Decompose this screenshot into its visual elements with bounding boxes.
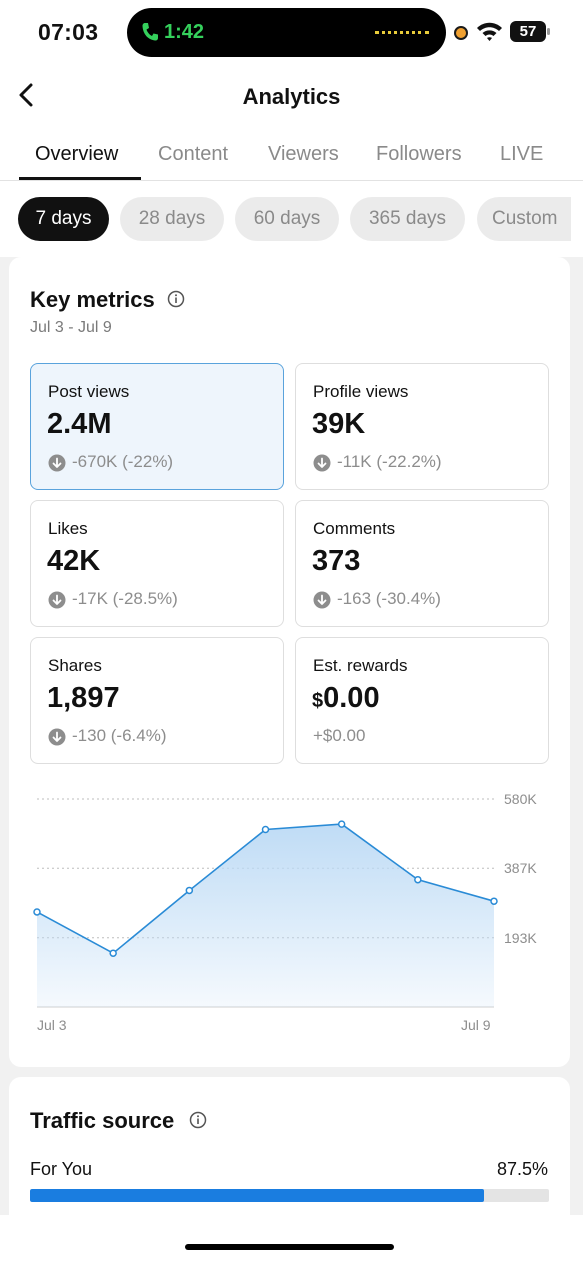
metric-label: Shares xyxy=(48,656,102,675)
post-views-chart[interactable]: 580K 387K 193K Jul 3 Jul 9 xyxy=(9,777,570,1057)
tab-content[interactable]: Content xyxy=(158,143,229,165)
battery-level: 57 xyxy=(519,23,537,40)
metric-value: 1,897 xyxy=(47,682,120,714)
arrow-down-icon xyxy=(48,728,66,746)
battery-icon: 57 xyxy=(510,21,550,42)
phone-icon xyxy=(142,23,158,41)
traffic-source-card: Traffic source For You 87.5% xyxy=(9,1077,570,1237)
tab-followers[interactable]: Followers xyxy=(376,143,462,165)
recording-dot-icon xyxy=(454,26,468,40)
chip-7-days[interactable]: 7 days xyxy=(18,197,109,241)
metric-label: Profile views xyxy=(313,382,409,401)
wifi-icon xyxy=(477,22,502,41)
metric-change: +$0.00 xyxy=(313,726,366,745)
metric-post-views[interactable]: Post views 2.4M -670K (-22%) xyxy=(30,363,284,490)
arrow-down-icon xyxy=(48,591,66,609)
chevron-left-icon[interactable] xyxy=(16,82,38,108)
metric-profile-views[interactable]: Profile views 39K -11K (-22.2%) xyxy=(295,363,549,490)
tab-bar: Overview Content Viewers Followers LIVE xyxy=(0,130,583,181)
data-point[interactable] xyxy=(414,875,422,884)
chart-canvas xyxy=(33,798,498,1008)
metric-value: 42K xyxy=(47,545,101,577)
metric-change: -670K (-22%) xyxy=(72,452,174,471)
metric-value: $0.00 xyxy=(312,682,380,715)
call-duration: 1:42 xyxy=(164,21,205,43)
traffic-source-label: For You xyxy=(30,1159,93,1179)
key-metrics-card: Key metrics Jul 3 - Jul 9 Post views 2.4… xyxy=(9,257,570,1067)
arrow-down-icon xyxy=(48,454,66,472)
data-point[interactable] xyxy=(185,886,194,895)
key-metrics-title: Key metrics xyxy=(30,287,155,312)
y-tick-label: 580K xyxy=(504,791,537,807)
metric-label: Comments xyxy=(313,519,396,538)
y-tick-label: 387K xyxy=(504,860,537,876)
traffic-source-percent: 87.5% xyxy=(496,1159,548,1179)
metric-change: -163 (-30.4%) xyxy=(337,589,441,608)
data-point[interactable] xyxy=(490,897,498,905)
traffic-source-title: Traffic source xyxy=(30,1108,175,1133)
tab-overview[interactable]: Overview xyxy=(35,143,119,165)
info-icon[interactable] xyxy=(189,1111,207,1129)
home-indicator[interactable] xyxy=(185,1244,394,1250)
active-tab-indicator xyxy=(19,177,141,180)
audio-wave-icon xyxy=(375,31,429,34)
tab-live[interactable]: LIVE xyxy=(500,143,544,165)
chip-60-days[interactable]: 60 days xyxy=(235,197,339,241)
chip-28-days[interactable]: 28 days xyxy=(120,197,224,241)
dynamic-island[interactable]: 1:42 xyxy=(127,8,446,57)
area-fill xyxy=(37,824,494,1007)
traffic-source-bar-fill xyxy=(30,1189,485,1202)
y-tick-label: 193K xyxy=(504,930,537,946)
traffic-source-bar xyxy=(30,1189,549,1202)
date-range-label: Jul 3 - Jul 9 xyxy=(30,319,112,336)
metric-est-rewards[interactable]: Est. rewards $0.00 +$0.00 xyxy=(295,637,549,764)
metric-likes[interactable]: Likes 42K -17K (-28.5%) xyxy=(30,500,284,627)
arrow-down-icon xyxy=(313,591,331,609)
x-tick-label: Jul 3 xyxy=(37,1017,67,1033)
x-tick-label: Jul 9 xyxy=(461,1017,491,1033)
chip-custom[interactable]: Custom xyxy=(477,197,571,241)
metric-label: Est. rewards xyxy=(313,656,408,675)
bottom-bar xyxy=(0,1215,583,1263)
metric-change: -11K (-22.2%) xyxy=(337,452,442,471)
metric-label: Post views xyxy=(48,382,130,401)
currency-symbol: $ xyxy=(312,690,324,712)
metric-label: Likes xyxy=(48,519,88,538)
page-title: Analytics xyxy=(242,84,341,109)
date-range-chips: 7 days 28 days 60 days 365 days Custom xyxy=(0,181,583,257)
metric-value: 2.4M xyxy=(47,408,112,440)
metric-comments[interactable]: Comments 373 -163 (-30.4%) xyxy=(295,500,549,627)
data-point[interactable] xyxy=(109,949,117,957)
data-point[interactable] xyxy=(33,908,41,916)
metric-value: 373 xyxy=(312,545,361,577)
metric-change: -130 (-6.4%) xyxy=(72,726,167,745)
metric-value: 39K xyxy=(312,408,366,440)
data-point[interactable] xyxy=(261,825,270,834)
arrow-down-icon xyxy=(313,454,331,472)
chip-365-days[interactable]: 365 days xyxy=(350,197,465,241)
data-point[interactable] xyxy=(337,820,346,828)
app-header: Analytics xyxy=(0,62,583,130)
metric-change: -17K (-28.5%) xyxy=(72,589,178,608)
info-icon[interactable] xyxy=(167,290,185,308)
rewards-amount: 0.00 xyxy=(323,682,380,714)
status-bar: 07:03 1:42 57 xyxy=(0,0,583,62)
metric-shares[interactable]: Shares 1,897 -130 (-6.4%) xyxy=(30,637,284,764)
status-time: 07:03 xyxy=(38,19,99,45)
tab-viewers[interactable]: Viewers xyxy=(268,143,339,165)
